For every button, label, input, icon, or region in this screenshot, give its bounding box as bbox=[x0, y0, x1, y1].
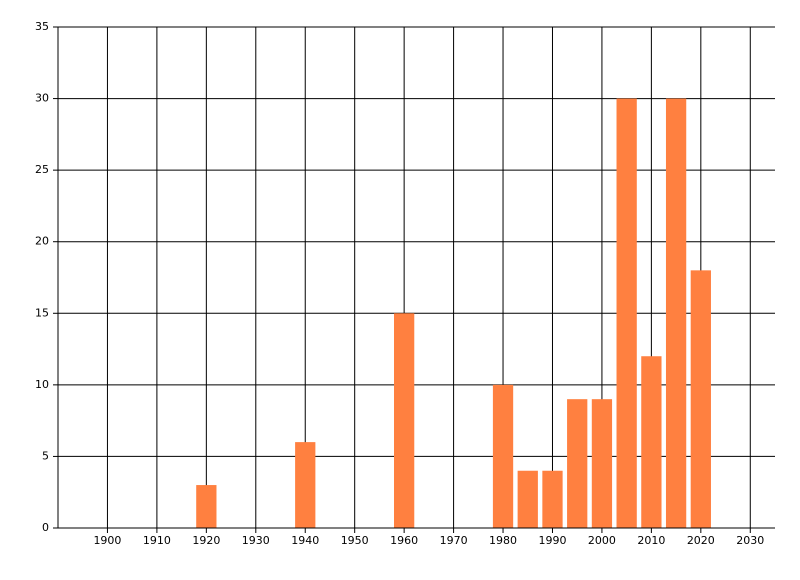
bar bbox=[492, 384, 514, 528]
x-tick-label: 1910 bbox=[143, 534, 171, 547]
x-tick-label: 2000 bbox=[588, 534, 616, 547]
bar bbox=[641, 356, 662, 528]
x-tick-label: 1920 bbox=[192, 534, 220, 547]
x-tick-label: 2020 bbox=[687, 534, 715, 547]
y-tick-label: 25 bbox=[35, 163, 49, 176]
bar bbox=[394, 313, 415, 528]
y-tick-label: 15 bbox=[35, 306, 49, 319]
x-tick-label: 1990 bbox=[538, 534, 566, 547]
x-tick-label: 1970 bbox=[440, 534, 468, 547]
bar bbox=[517, 470, 538, 528]
bar bbox=[690, 270, 711, 528]
x-tick-label: 2030 bbox=[736, 534, 764, 547]
x-tick-label: 1930 bbox=[242, 534, 270, 547]
x-tick-label: 1960 bbox=[390, 534, 418, 547]
x-tick-label: 1980 bbox=[489, 534, 517, 547]
y-tick-label: 10 bbox=[35, 378, 49, 391]
bar bbox=[542, 470, 563, 528]
x-tick-label: 1900 bbox=[93, 534, 121, 547]
axes: 0 5 10 15 20 25 30 35 1900 1910 1920 1930 1940 1950 19… bbox=[35, 20, 775, 547]
bar bbox=[665, 98, 687, 529]
x-tick-label: 2010 bbox=[637, 534, 665, 547]
x-tick-label: 1940 bbox=[291, 534, 319, 547]
y-tick-label: 5 bbox=[42, 449, 49, 462]
bars bbox=[196, 98, 711, 529]
grid bbox=[58, 26, 775, 529]
bar bbox=[196, 485, 217, 528]
bar bbox=[616, 98, 637, 529]
bar bbox=[567, 399, 588, 528]
y-tick-label: 0 bbox=[42, 521, 49, 534]
y-tick-label: 35 bbox=[35, 20, 49, 33]
bar bbox=[591, 399, 613, 528]
y-tick-label: 30 bbox=[35, 92, 49, 105]
x-tick-label: 1950 bbox=[341, 534, 369, 547]
y-tick-label: 20 bbox=[35, 235, 49, 248]
bar bbox=[295, 442, 316, 528]
